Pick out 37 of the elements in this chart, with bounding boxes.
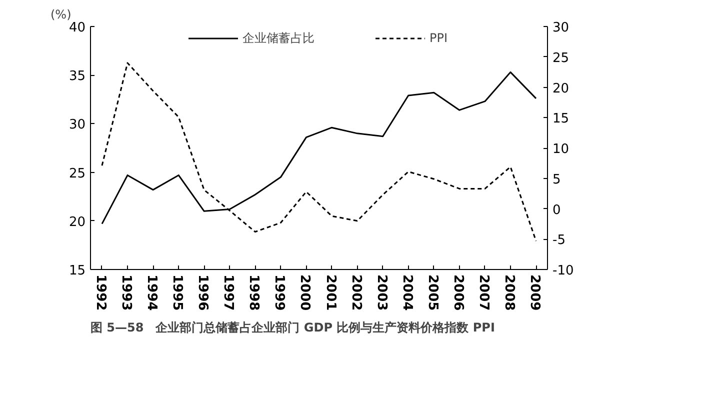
y2-tick-label: 10 [552,142,570,157]
x-tick-label: 1995 [170,274,185,311]
y2-tick-label: -5 [552,233,566,248]
x-tick-label: 2005 [424,274,440,311]
x-tick-label: 1993 [118,274,134,311]
y-tick-label: 40 [68,20,86,36]
legend-label: 企业储蓄占比 [242,30,314,46]
x-tick-label: 2004 [399,274,414,311]
x-tick-label: 2001 [322,274,338,311]
x-tick-label: 1999 [272,274,287,311]
y-axis-title: (%) [50,8,72,22]
x-tick-label: 2003 [374,274,389,311]
y2-tick-label: 15 [552,112,570,127]
x-tick-label: 2002 [348,274,364,311]
x-tick-label: 2009 [527,274,542,311]
y2-tick-label: 30 [552,20,570,36]
y-tick-label: 30 [68,118,86,133]
x-tick-label: 2006 [450,274,466,311]
x-tick-label: 1998 [246,274,262,311]
y2-tick-label: 25 [552,50,570,66]
y-tick-label: 15 [68,264,86,278]
x-tick-label: 2007 [476,274,491,311]
y-tick-label: 20 [68,214,86,230]
x-tick-label: 1996 [195,274,210,311]
text: 图 5—58 企业部门总储蓄占企业部门 GDP 比例与生产资料价格指数 PPI [90,320,495,334]
legend-label: PPI [430,31,449,45]
y2-tick-label: 5 [552,172,561,188]
y2-tick-label: 20 [552,81,570,96]
x-tick-label: 1997 [220,274,236,311]
x-tick-label: 1992 [92,274,108,311]
y2-tick-label: 0 [552,202,561,218]
x-tick-label: 2008 [501,274,516,311]
x-tick-label: 1994 [144,274,160,311]
y-tick-label: 35 [68,69,86,84]
y-tick-label: 25 [68,166,86,182]
y2-tick-label: -10 [552,264,574,278]
x-tick-label: 2000 [297,274,312,311]
